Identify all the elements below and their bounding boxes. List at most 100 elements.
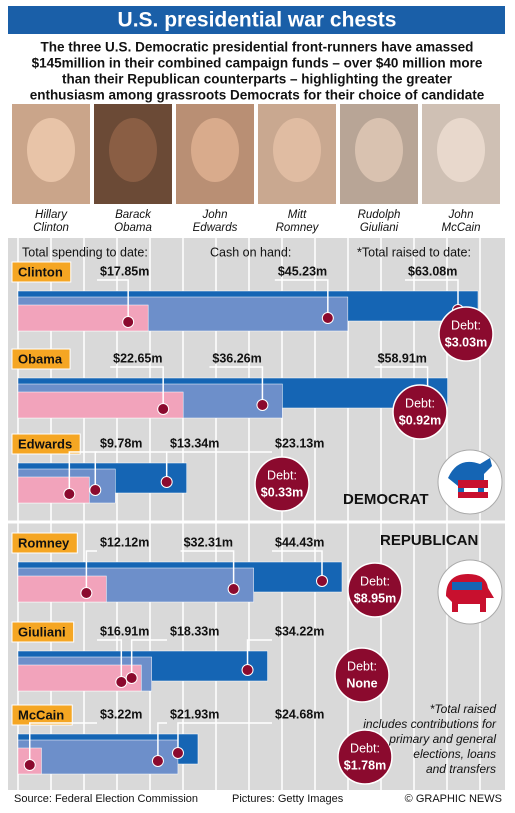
- subtitle: than their Republican counterparts – hig…: [62, 72, 453, 87]
- subtitle: enthusiasm among grassroots Democrats fo…: [30, 88, 485, 103]
- value-pin: [151, 755, 164, 767]
- value-pin: [122, 316, 135, 328]
- bar: [17, 575, 107, 603]
- value-label: $45.23m: [278, 264, 327, 278]
- leader-line: [68, 451, 97, 494]
- value-label: $16.91m: [100, 624, 149, 638]
- value-pin: [241, 664, 254, 676]
- value-label: $24.68m: [275, 707, 324, 721]
- value-pin: [227, 583, 240, 595]
- value-pin: [157, 403, 170, 415]
- footnote: *Total raised: [430, 702, 497, 716]
- value-pin: [160, 476, 173, 488]
- legend-label: Total spending to date:: [22, 245, 148, 259]
- candidate-label: Obama: [18, 351, 63, 366]
- subtitle: The three U.S. Democratic presidential f…: [41, 40, 474, 55]
- photo-caption: Hillary: [35, 209, 68, 221]
- value-label: $44.43m: [275, 535, 324, 549]
- footnote: primary and general: [388, 732, 496, 746]
- value-pin: [256, 399, 269, 411]
- debt-value: $8.95m: [354, 591, 396, 605]
- title-bar: [8, 6, 505, 34]
- candidate-label-box: [11, 704, 73, 726]
- copyright: © GRAPHIC NEWS: [405, 793, 502, 805]
- candidate-label-box: [11, 621, 75, 643]
- candidate-label: McCain: [18, 707, 64, 722]
- photo-caption: Barack: [115, 209, 152, 221]
- photo-face: [191, 118, 239, 182]
- leader-line: [28, 722, 97, 765]
- footnote: and transfers: [426, 762, 496, 776]
- photo-caption: Obama: [114, 222, 152, 234]
- bar: [17, 476, 90, 504]
- republican-logo: [437, 559, 503, 625]
- value-label: $3.22m: [100, 707, 142, 721]
- legend-label: *Total raised to date:: [357, 245, 471, 259]
- value-pin: [80, 587, 93, 599]
- leader-line: [97, 279, 129, 322]
- candidate-label-box: [11, 348, 71, 370]
- value-pin: [321, 312, 334, 324]
- debt-badge: [337, 729, 393, 785]
- value-pin: [115, 676, 128, 688]
- bar: [17, 391, 184, 419]
- photo-caption: Clinton: [33, 222, 69, 234]
- leader-line: [97, 639, 123, 682]
- debt-value: $1.78m: [344, 758, 386, 772]
- debt-title: Debt:: [350, 741, 380, 755]
- democrat-logo: [437, 449, 503, 515]
- leader-line: [274, 279, 329, 318]
- photo-caption: Romney: [276, 222, 320, 234]
- candidate-label-box: [11, 261, 72, 283]
- leader-line: [272, 550, 323, 581]
- leader-line: [165, 451, 272, 482]
- debt-title: Debt:: [267, 468, 297, 482]
- leader-line: [209, 366, 264, 405]
- value-label: $13.34m: [170, 436, 219, 450]
- debt-badge: [438, 306, 494, 362]
- debt-badge: [254, 456, 310, 512]
- debt-title: Debt:: [347, 659, 377, 673]
- debt-title: Debt:: [405, 396, 435, 410]
- photo-caption: Giuliani: [360, 222, 399, 234]
- candidate-label: Giuliani: [18, 624, 66, 639]
- leader-line: [246, 639, 272, 670]
- value-label: $36.26m: [212, 351, 261, 365]
- photos: [12, 104, 500, 204]
- debt-title: Debt:: [360, 574, 390, 588]
- value-label: $32.31m: [184, 535, 233, 549]
- value-label: $22.65m: [113, 351, 162, 365]
- candidate-label-box: [11, 433, 81, 455]
- value-pin: [23, 759, 36, 771]
- photo-caption: Edwards: [193, 222, 238, 234]
- debt-badge: [347, 562, 403, 618]
- value-label: $18.33m: [170, 624, 219, 638]
- debt-value: $0.33m: [261, 485, 303, 499]
- photo-caption: John: [202, 209, 228, 221]
- debt-value: None: [346, 676, 377, 690]
- photo-face: [437, 118, 485, 182]
- value-pin: [63, 488, 76, 500]
- value-label: $21.93m: [170, 707, 219, 721]
- debt-badge: [334, 647, 390, 703]
- candidate-label-box: [11, 532, 78, 554]
- candidate-label: Edwards: [18, 436, 72, 451]
- photo-face: [109, 118, 157, 182]
- photo-caption: Rudolph: [358, 209, 401, 221]
- value-label: $12.12m: [100, 535, 149, 549]
- photo-caption: John: [448, 209, 474, 221]
- leader-line: [177, 722, 272, 753]
- subtitle: $145million in their combined campaign f…: [32, 56, 483, 71]
- photo-face: [355, 118, 403, 182]
- chart-title: U.S. presidential war chests: [118, 9, 397, 32]
- leader-line: [85, 550, 97, 593]
- candidate-label: Romney: [18, 535, 70, 550]
- value-label: $17.85m: [100, 264, 149, 278]
- debt-value: $3.03m: [445, 335, 487, 349]
- leader-line: [94, 451, 167, 490]
- leader-line: [130, 639, 167, 678]
- debt-badge: [392, 384, 448, 440]
- value-label: $58.91m: [378, 351, 427, 365]
- footnote: elections, loans: [413, 747, 496, 761]
